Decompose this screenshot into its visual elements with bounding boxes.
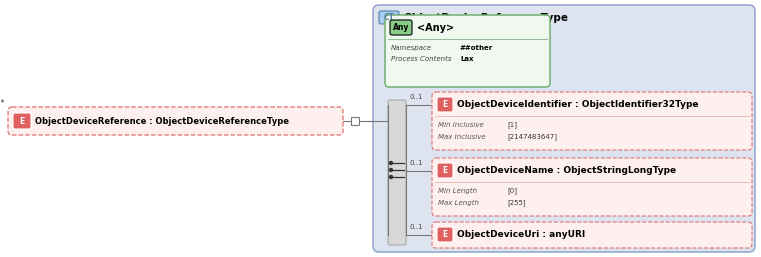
Text: E: E	[442, 100, 447, 109]
Text: [0]: [0]	[507, 188, 517, 194]
Text: Max Inclusive: Max Inclusive	[438, 134, 486, 140]
Text: ObjectDeviceName : ObjectStringLongType: ObjectDeviceName : ObjectStringLongType	[457, 166, 676, 175]
Text: 0..1: 0..1	[409, 224, 422, 230]
FancyBboxPatch shape	[8, 107, 343, 135]
FancyBboxPatch shape	[373, 5, 755, 252]
FancyBboxPatch shape	[432, 92, 752, 150]
Text: 0..1: 0..1	[409, 160, 422, 166]
FancyBboxPatch shape	[432, 158, 752, 216]
Circle shape	[390, 169, 393, 171]
Text: [2147483647]: [2147483647]	[507, 134, 557, 140]
FancyBboxPatch shape	[437, 163, 453, 178]
FancyBboxPatch shape	[385, 15, 550, 87]
FancyBboxPatch shape	[379, 11, 399, 24]
FancyBboxPatch shape	[13, 113, 31, 129]
Text: 0..*: 0..*	[0, 98, 5, 107]
FancyBboxPatch shape	[437, 97, 453, 112]
Text: [255]: [255]	[507, 200, 526, 206]
Text: Namespace: Namespace	[391, 45, 432, 51]
Text: ObjectDeviceUri : anyURI: ObjectDeviceUri : anyURI	[457, 230, 585, 239]
FancyBboxPatch shape	[432, 222, 752, 248]
Text: Process Contents: Process Contents	[391, 56, 451, 62]
Text: Max Length: Max Length	[438, 200, 479, 206]
Text: <Any>: <Any>	[417, 23, 454, 33]
Circle shape	[390, 176, 393, 179]
Text: ObjectDeviceIdentifier : ObjectIdentifier32Type: ObjectDeviceIdentifier : ObjectIdentifie…	[457, 100, 699, 109]
FancyBboxPatch shape	[437, 227, 453, 242]
Text: Min Inclusive: Min Inclusive	[438, 122, 484, 128]
Text: E: E	[442, 230, 447, 239]
Circle shape	[390, 161, 393, 164]
FancyBboxPatch shape	[388, 100, 406, 245]
Text: ##other: ##other	[460, 45, 493, 51]
Text: E: E	[442, 166, 447, 175]
Text: Lax: Lax	[460, 56, 473, 62]
Text: ObjectDeviceReferenceType: ObjectDeviceReferenceType	[403, 13, 568, 23]
FancyBboxPatch shape	[390, 20, 412, 35]
Text: Min Length: Min Length	[438, 188, 477, 194]
Text: [1]: [1]	[507, 122, 517, 128]
Text: E: E	[19, 116, 24, 125]
Text: Any: Any	[393, 23, 409, 32]
Text: CT: CT	[384, 13, 394, 22]
Text: 0..1: 0..1	[409, 94, 422, 100]
FancyBboxPatch shape	[351, 117, 359, 125]
Text: ObjectDeviceReference : ObjectDeviceReferenceType: ObjectDeviceReference : ObjectDeviceRefe…	[35, 116, 289, 125]
